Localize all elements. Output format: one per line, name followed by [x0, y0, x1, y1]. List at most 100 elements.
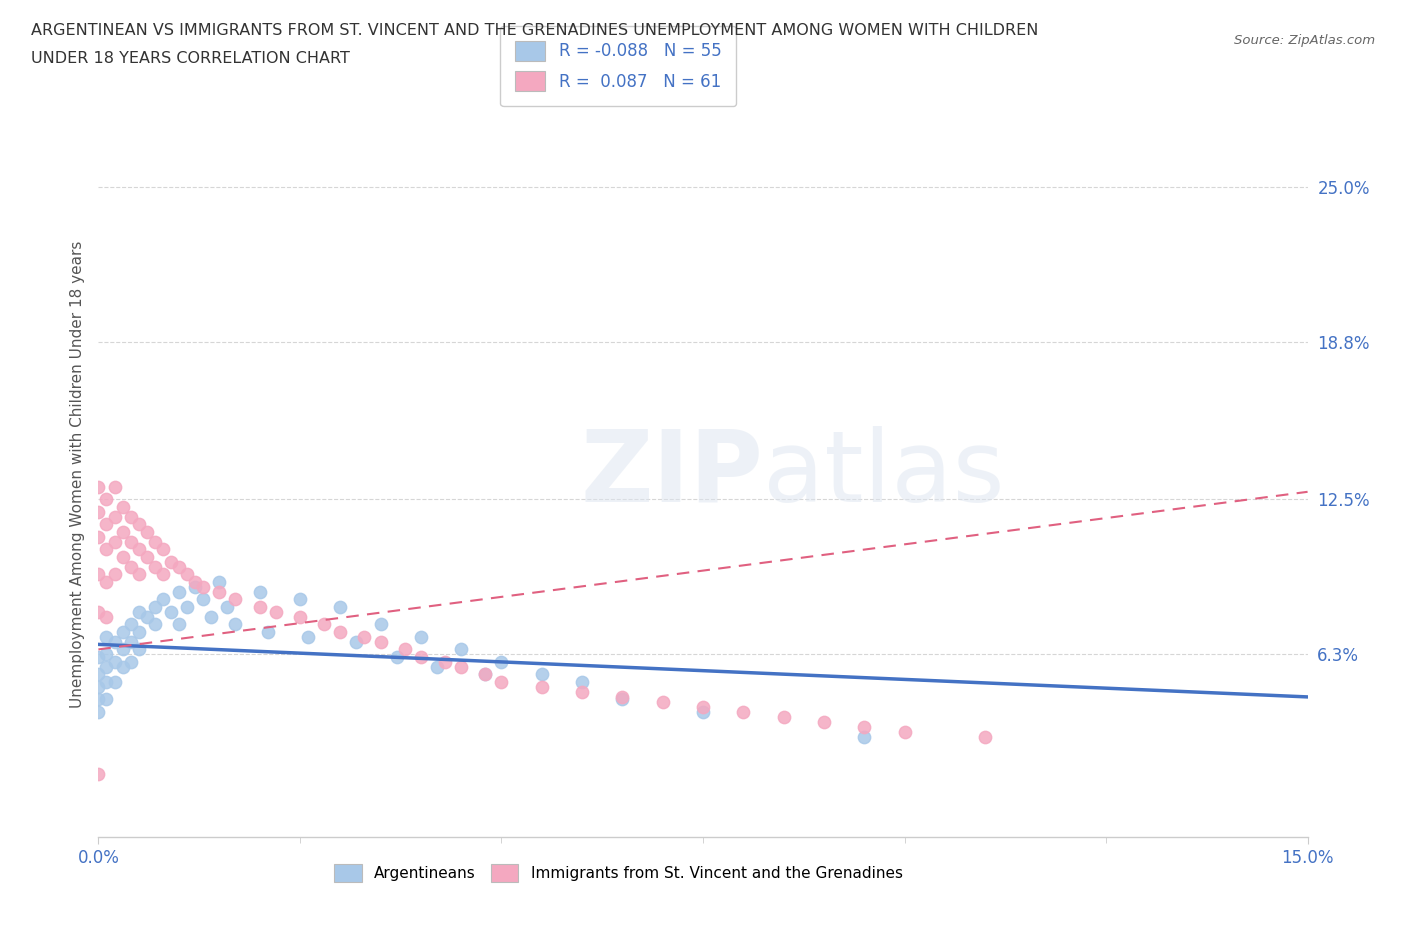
Point [128, 567, 150, 582]
Point [733, 705, 755, 720]
Point [813, 714, 835, 729]
Point [87, 504, 110, 519]
Point [152, 591, 174, 606]
Point [176, 567, 198, 582]
Point [128, 517, 150, 532]
Point [96, 674, 118, 689]
Point [143, 560, 166, 575]
Point [249, 584, 271, 599]
Point [530, 667, 553, 682]
Point [571, 674, 593, 689]
Point [370, 617, 392, 631]
Point [344, 634, 367, 649]
Point [103, 655, 125, 670]
Point [208, 575, 231, 590]
Point [143, 600, 166, 615]
Point [87, 649, 110, 664]
Point [297, 630, 319, 644]
Point [176, 600, 198, 615]
Point [96, 692, 118, 707]
Point [96, 609, 118, 624]
Point [491, 674, 513, 689]
Point [651, 695, 673, 710]
Point [143, 617, 166, 631]
Point [111, 642, 134, 657]
Point [256, 624, 278, 639]
Point [135, 609, 157, 624]
Point [314, 617, 336, 631]
Point [96, 630, 118, 644]
Point [893, 724, 915, 739]
Point [167, 560, 190, 575]
Point [200, 609, 222, 624]
Point [87, 479, 110, 494]
Point [329, 600, 352, 615]
Point [111, 499, 134, 514]
Text: Source: ZipAtlas.com: Source: ZipAtlas.com [1234, 34, 1375, 47]
Point [160, 604, 183, 619]
Point [571, 684, 593, 699]
Point [409, 649, 432, 664]
Point [152, 542, 174, 557]
Point [111, 659, 134, 674]
Point [224, 591, 246, 606]
Point [224, 617, 246, 631]
Y-axis label: Unemployment Among Women with Children Under 18 years: Unemployment Among Women with Children U… [69, 241, 84, 708]
Point [329, 624, 352, 639]
Point [394, 642, 416, 657]
Point [249, 600, 271, 615]
Point [87, 529, 110, 544]
Point [474, 667, 496, 682]
Point [370, 634, 392, 649]
Point [103, 535, 125, 550]
Point [426, 659, 449, 674]
Point [87, 680, 110, 695]
Point [450, 642, 472, 657]
Point [409, 630, 432, 644]
Point [128, 642, 150, 657]
Point [120, 655, 142, 670]
Point [193, 591, 215, 606]
Point [96, 647, 118, 662]
Legend: Argentineans, Immigrants from St. Vincent and the Grenadines: Argentineans, Immigrants from St. Vincen… [322, 852, 915, 895]
Point [853, 720, 876, 735]
Point [87, 667, 110, 682]
Point [96, 542, 118, 557]
Point [167, 617, 190, 631]
Point [128, 624, 150, 639]
Text: ARGENTINEAN VS IMMIGRANTS FROM ST. VINCENT AND THE GRENADINES UNEMPLOYMENT AMONG: ARGENTINEAN VS IMMIGRANTS FROM ST. VINCE… [31, 23, 1038, 38]
Text: ZIP: ZIP [581, 426, 763, 523]
Point [96, 659, 118, 674]
Text: atlas: atlas [763, 426, 1005, 523]
Point [491, 655, 513, 670]
Point [111, 624, 134, 639]
Point [184, 579, 207, 594]
Point [128, 604, 150, 619]
Point [184, 575, 207, 590]
Point [87, 567, 110, 582]
Point [530, 680, 553, 695]
Point [103, 567, 125, 582]
Point [87, 705, 110, 720]
Text: UNDER 18 YEARS CORRELATION CHART: UNDER 18 YEARS CORRELATION CHART [31, 51, 350, 66]
Point [120, 510, 142, 525]
Point [167, 584, 190, 599]
Point [217, 600, 239, 615]
Point [111, 525, 134, 539]
Point [103, 479, 125, 494]
Point [612, 689, 634, 704]
Point [96, 575, 118, 590]
Point [474, 667, 496, 682]
Point [208, 584, 231, 599]
Point [160, 554, 183, 569]
Point [120, 560, 142, 575]
Point [96, 492, 118, 507]
Point [434, 655, 457, 670]
Point [135, 525, 157, 539]
Point [120, 535, 142, 550]
Point [692, 705, 714, 720]
Point [143, 535, 166, 550]
Point [87, 604, 110, 619]
Point [353, 630, 375, 644]
Point [974, 729, 997, 744]
